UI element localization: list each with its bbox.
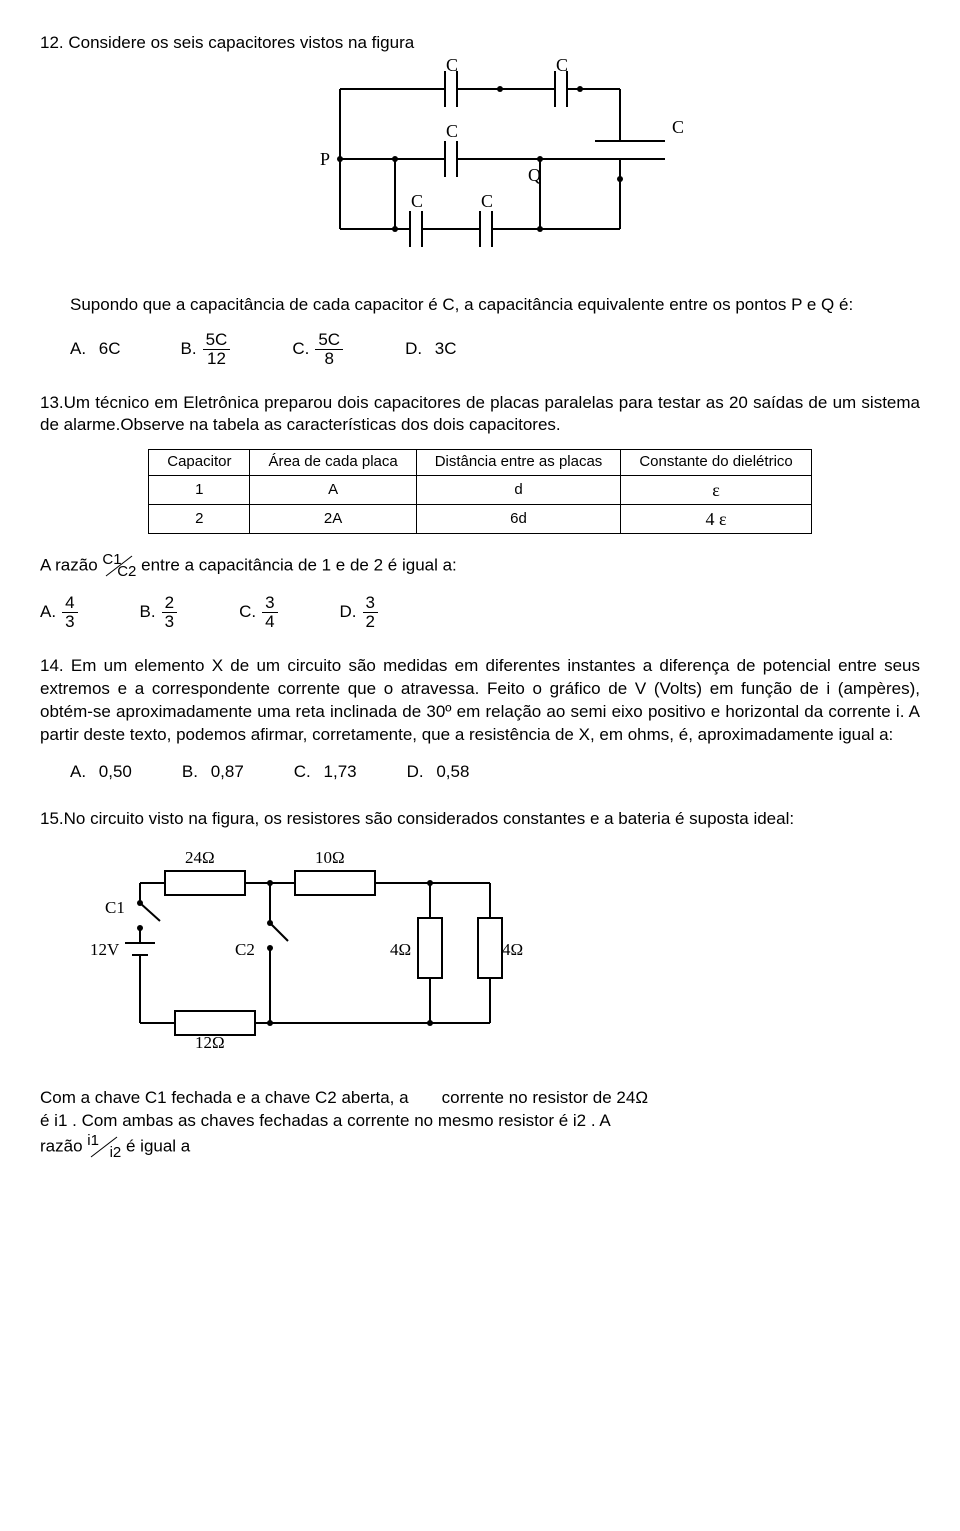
q15-circuit: 24Ω 10Ω 12Ω 4Ω 4Ω 12V C1 C2 [70, 843, 920, 1070]
label-C: C [446, 121, 458, 141]
q13-r1c3: 4 ε [621, 504, 811, 533]
label-P: P [320, 149, 330, 169]
q13-opt-b: B. 23 [140, 594, 180, 631]
q14-opt-b: B. 0,87 [182, 761, 244, 784]
q14-opt-d: D. 0,58 [407, 761, 470, 784]
label-C: C [481, 191, 493, 211]
q13-r0c0: 1 [149, 475, 250, 504]
label-r24: 24Ω [185, 848, 215, 867]
q12-opt-a: A. 6C [70, 331, 121, 368]
q12-options: A. 6C B. 5C12 C. 5C8 D. 3C [70, 331, 920, 368]
q14-options: A. 0,50 B. 0,87 C. 1,73 D. 0,58 [70, 761, 920, 784]
q13-r0c1: A [250, 475, 416, 504]
q13-th-3: Constante do dielétrico [621, 450, 811, 475]
q13-ratio-line: A razão C1 C2 entre a capacitância de 1 … [40, 552, 920, 580]
label-c2: C2 [235, 940, 255, 959]
ratio-i1-i2: i1 i2 [87, 1133, 121, 1161]
q13-r0c2: d [416, 475, 621, 504]
q13-r1c0: 2 [149, 504, 250, 533]
label-r4a: 4Ω [390, 940, 411, 959]
q12-opt-d: D. 3C [405, 331, 456, 368]
q13-th-2: Distância entre as placas [416, 450, 621, 475]
q12-intro: Supondo que a capacitância de cada capac… [70, 294, 920, 317]
q15-rest: Com a chave C1 fechada e a chave C2 aber… [40, 1087, 920, 1161]
q12-title: 12. Considere os seis capacitores vistos… [40, 32, 920, 55]
q12-opt-c: C. 5C8 [292, 331, 345, 368]
label-12v: 12V [90, 940, 120, 959]
label-C: C [411, 191, 423, 211]
q13-title: 13.Um técnico em Eletrônica preparou doi… [40, 392, 920, 438]
q13-th-0: Capacitor [149, 450, 250, 475]
label-C: C [556, 59, 568, 75]
q15-title: 15.No circuito visto na figura, os resis… [40, 808, 920, 831]
q13-opt-a: A. 43 [40, 594, 80, 631]
q12-opt-b: B. 5C12 [181, 331, 233, 368]
label-C: C [672, 117, 684, 137]
q13-r1c2: 6d [416, 504, 621, 533]
label-C: C [446, 59, 458, 75]
q13-table: Capacitor Área de cada placa Distância e… [148, 449, 812, 534]
q14-text: 14. Em um elemento X de um circuito são … [40, 655, 920, 747]
q13-th-1: Área de cada placa [250, 450, 416, 475]
q12-circuit: P Q C C C C C C [40, 59, 920, 276]
label-c1: C1 [105, 898, 125, 917]
q14-opt-c: C. 1,73 [294, 761, 357, 784]
q13-opt-d: D. 32 [340, 594, 380, 631]
q13-r1c1: 2A [250, 504, 416, 533]
q13-options: A. 43 B. 23 C. 34 D. 32 [40, 594, 920, 631]
label-r12: 12Ω [195, 1033, 225, 1052]
label-r4b: 4Ω [502, 940, 523, 959]
label-r10: 10Ω [315, 848, 345, 867]
q13-r0c3: ε [621, 475, 811, 504]
q14-opt-a: A. 0,50 [70, 761, 132, 784]
ratio-c1-c2: C1 C2 [102, 552, 136, 580]
label-Q: Q [528, 165, 541, 185]
q13-opt-c: C. 34 [239, 594, 279, 631]
